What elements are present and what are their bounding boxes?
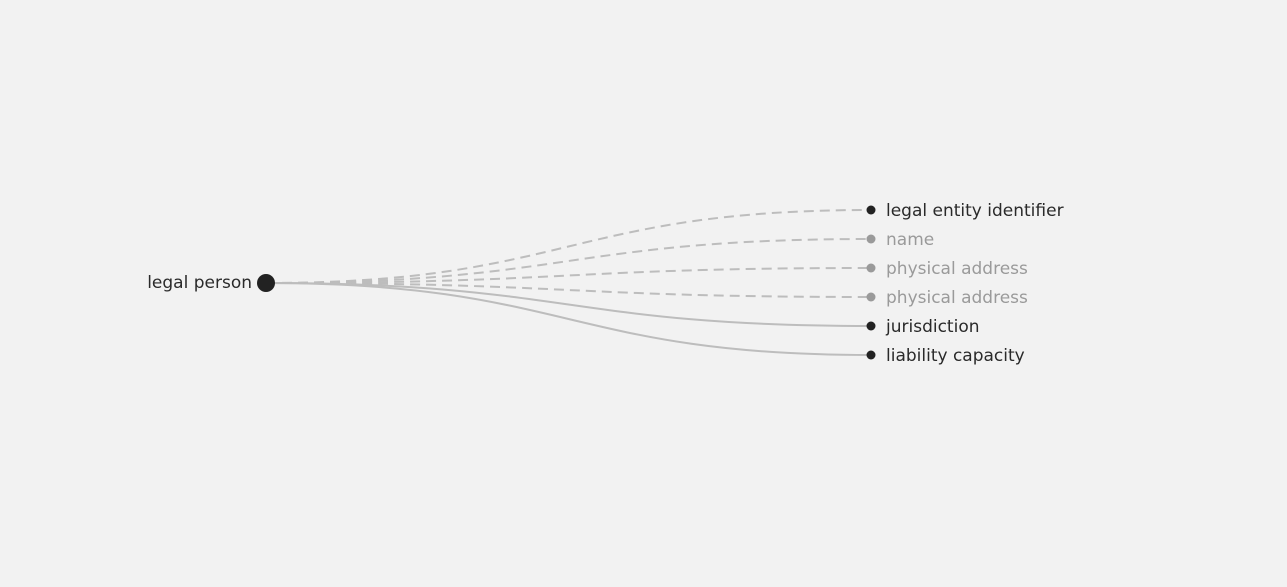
child-node-dot[interactable]	[866, 321, 876, 331]
child-node-label: legal entity identifier	[886, 201, 1064, 221]
child-node-dot[interactable]	[866, 205, 876, 215]
child-node[interactable]: physical address	[866, 288, 1029, 308]
child-node-dot[interactable]	[866, 263, 876, 273]
root-node-dot[interactable]	[257, 274, 275, 292]
child-node-label: physical address	[886, 288, 1028, 308]
link-4	[265, 282, 872, 327]
child-node[interactable]: jurisdiction	[866, 317, 980, 337]
child-node-label: liability capacity	[886, 346, 1025, 366]
child-node-dot[interactable]	[866, 350, 876, 360]
child-node[interactable]: physical address	[866, 259, 1029, 279]
child-node-dot[interactable]	[866, 292, 876, 302]
link-0	[265, 209, 872, 284]
root-node-label: legal person	[147, 273, 252, 293]
links-group	[265, 209, 872, 356]
child-node-dot[interactable]	[866, 234, 876, 244]
child-node[interactable]: liability capacity	[866, 346, 1025, 366]
link-2	[265, 267, 872, 284]
child-node-label: physical address	[886, 259, 1028, 279]
child-node[interactable]: name	[866, 230, 935, 250]
root-node-group[interactable]: legal person	[147, 273, 275, 293]
child-node-label: name	[886, 230, 934, 250]
child-nodes-group: legal entity identifier name physical addr…	[866, 201, 1064, 366]
child-node[interactable]: legal entity identifier	[866, 201, 1064, 221]
child-node-label: jurisdiction	[885, 317, 980, 337]
link-5	[265, 282, 872, 356]
